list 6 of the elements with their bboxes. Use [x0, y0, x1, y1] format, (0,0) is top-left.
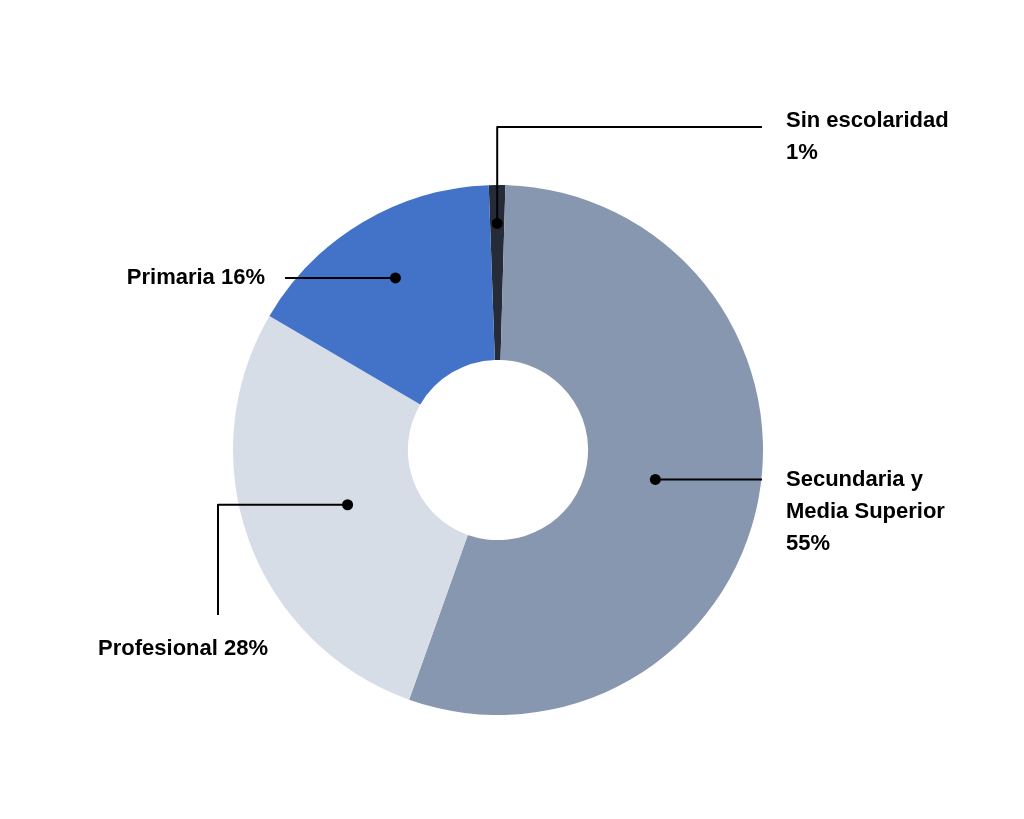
slice-label: Secundaria y Media Superior [786, 465, 946, 523]
slice-label: Profesional 28% [98, 635, 268, 661]
slice-label: Primaria 16% [126, 264, 265, 290]
data-label: 1% [786, 139, 818, 165]
slice-label: Sin escolaridad [786, 107, 949, 133]
data-label: 55% [786, 529, 831, 555]
